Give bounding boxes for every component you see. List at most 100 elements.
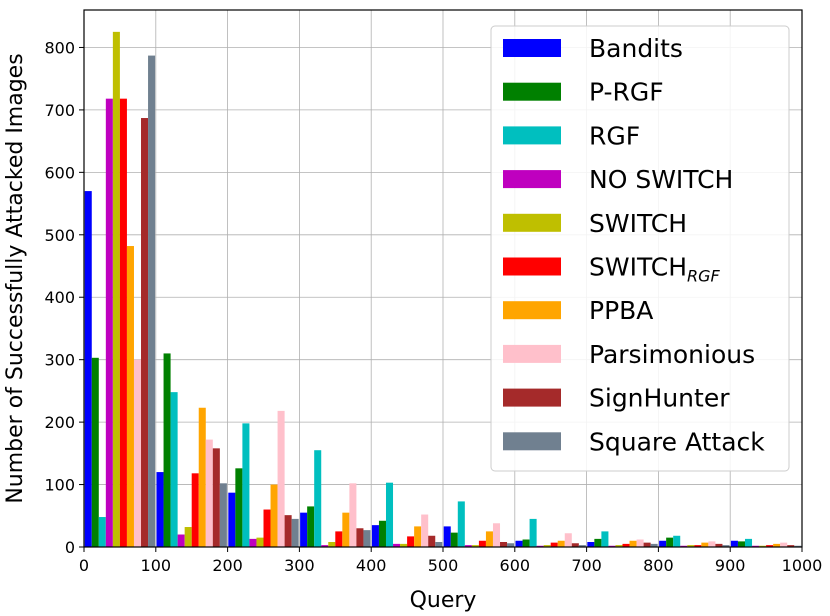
bar-parsimonious-400-500 (421, 514, 429, 547)
bar-no-switch-900-1000 (752, 545, 760, 547)
bar-bandits-200-300 (228, 492, 236, 547)
legend-label-signhunter: SignHunter (589, 384, 730, 413)
y-tick-label: 100 (44, 476, 75, 495)
bar-bandits-800-900 (659, 540, 667, 547)
bar-parsimonious-900-1000 (780, 542, 788, 547)
legend-label-main: Square Attack (589, 427, 765, 456)
bar-no-switch-400-500 (393, 543, 401, 547)
legend-swatch-rgf (503, 126, 561, 145)
bar-switch-400-500 (400, 543, 408, 547)
bar-p-rgf-700-800 (594, 538, 602, 547)
bar-square-attack-500-600 (507, 543, 515, 547)
bar-switch-rgf-200-300 (263, 509, 271, 547)
y-tick-label: 400 (44, 288, 75, 307)
x-tick-label: 900 (715, 556, 746, 575)
bar-parsimonious-300-400 (349, 483, 357, 547)
bar-square-attack-800-900 (722, 545, 730, 547)
bar-parsimonious-200-300 (277, 410, 285, 547)
bar-p-rgf-200-300 (235, 468, 243, 547)
bar-switch-200-300 (256, 537, 264, 547)
bar-ppba-100-200 (198, 407, 206, 547)
bar-ppba-300-400 (342, 512, 350, 547)
legend-swatch-parsimonious (503, 344, 561, 363)
bar-ppba-600-700 (557, 540, 565, 547)
bar-rgf-900-1000 (744, 538, 753, 547)
bar-rgf-300-400 (314, 450, 322, 547)
bar-bandits-700-800 (587, 542, 595, 547)
bar-parsimonious-0-100 (133, 359, 142, 547)
bar-p-rgf-400-500 (378, 520, 386, 547)
bar-square-attack-600-700 (578, 545, 586, 547)
bar-switch-300-400 (328, 542, 336, 547)
bar-ppba-0-100 (126, 246, 134, 548)
y-tick-label: 700 (44, 101, 75, 120)
x-axis-ticks: 0 100 200 300 400 500 600 700 800 900 1000 (79, 547, 822, 575)
legend-swatch-p-rgf (503, 82, 561, 101)
legend-label-switch: SWITCH (589, 209, 687, 238)
bar-switch-0-100 (112, 31, 120, 547)
bar-ppba-800-900 (701, 542, 709, 547)
legend-swatch-ppba (503, 301, 561, 320)
bar-bandits-300-400 (300, 512, 308, 547)
bar-signhunter-700-800 (643, 542, 651, 547)
bar-bandits-900-1000 (730, 540, 738, 547)
x-tick-label: 700 (571, 556, 602, 575)
bar-ppba-400-500 (414, 526, 422, 547)
bar-no-switch-700-800 (608, 545, 616, 547)
x-tick-label: 600 (500, 556, 531, 575)
bar-ppba-700-800 (629, 540, 637, 547)
legend-swatch-signhunter (503, 388, 561, 407)
legend-label-main: RGF (589, 121, 640, 150)
x-tick-label: 200 (212, 556, 243, 575)
bar-rgf-500-600 (457, 501, 465, 547)
bar-switch-700-800 (615, 545, 623, 547)
legend-label-main: P-RGF (589, 78, 664, 107)
bar-switch-rgf-900-1000 (766, 545, 774, 547)
legend-box (490, 25, 790, 472)
x-tick-label: 500 (428, 556, 459, 575)
bar-square-attack-700-800 (650, 543, 658, 547)
bar-switch-rgf-500-600 (478, 540, 486, 547)
bar-rgf-700-800 (601, 531, 609, 547)
bar-no-switch-500-600 (464, 545, 472, 547)
y-tick-label: 800 (44, 38, 75, 57)
bar-bandits-600-700 (515, 540, 523, 547)
bar-square-attack-300-400 (363, 530, 371, 547)
y-axis-ticks: 0 100 200 300 400 500 600 700 800 (44, 38, 84, 557)
y-tick-label: 200 (44, 413, 75, 432)
bar-signhunter-400-500 (428, 535, 436, 547)
bar-switch-rgf-0-100 (119, 98, 127, 547)
bar-switch-900-1000 (759, 545, 767, 547)
bar-square-attack-100-200 (219, 483, 227, 547)
legend-label-main: Bandits (589, 34, 683, 63)
bar-switch-800-900 (687, 545, 695, 547)
bar-p-rgf-800-900 (666, 537, 674, 547)
bar-rgf-200-300 (242, 423, 250, 547)
bar-switch-500-600 (471, 545, 479, 547)
bar-bandits-100-200 (156, 472, 164, 547)
legend-label-main: NO SWITCH (589, 165, 733, 194)
bar-no-switch-200-300 (249, 538, 257, 547)
legend-label-main: SWITCH (589, 209, 687, 238)
bar-no-switch-100-200 (177, 534, 185, 547)
bar-rgf-600-700 (529, 518, 537, 547)
legend-label-p-rgf: P-RGF (589, 78, 664, 107)
bar-switch-rgf-300-400 (335, 531, 343, 547)
bar-square-attack-400-500 (435, 542, 443, 547)
bar-no-switch-600-700 (536, 545, 544, 547)
bar-no-switch-0-100 (105, 98, 113, 547)
bar-no-switch-300-400 (321, 545, 329, 547)
legend-label-parsimonious: Parsimonious (589, 340, 755, 369)
y-tick-label: 600 (44, 163, 75, 182)
legend-label-main: Parsimonious (589, 340, 755, 369)
legend-swatch-bandits (503, 39, 561, 57)
bar-signhunter-600-700 (571, 543, 579, 547)
bar-p-rgf-500-600 (450, 532, 458, 547)
legend-label-square-attack: Square Attack (589, 427, 765, 456)
bar-no-switch-800-900 (680, 545, 688, 547)
bar-signhunter-200-300 (284, 515, 292, 547)
legend-label-bandits: Bandits (589, 34, 683, 63)
bar-ppba-200-300 (270, 484, 278, 547)
bar-parsimonious-500-600 (492, 523, 501, 547)
bar-p-rgf-900-1000 (737, 541, 745, 547)
